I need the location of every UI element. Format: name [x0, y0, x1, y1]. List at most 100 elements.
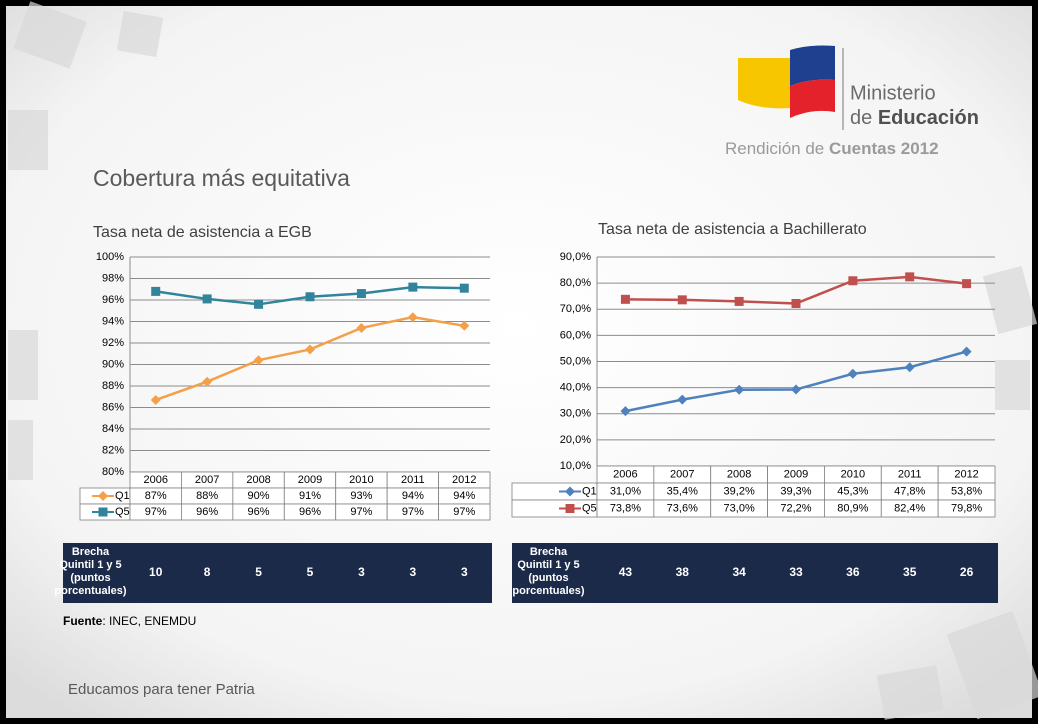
y-tick-label: 30,0%: [560, 408, 591, 420]
point: [407, 312, 418, 323]
point: [150, 394, 161, 405]
point: [791, 299, 801, 309]
y-tick-label: 86%: [102, 401, 124, 413]
table-cell: [937, 499, 996, 518]
y-tick-label: 88%: [102, 380, 124, 392]
y-tick-label: 94%: [102, 315, 124, 327]
point: [253, 355, 264, 366]
x-tick-label: 2007: [670, 468, 694, 480]
y-tick-label: 80%: [102, 466, 124, 478]
y-tick-label: 80,0%: [560, 277, 591, 289]
point: [961, 346, 972, 357]
y-tick-label: 100%: [96, 251, 124, 263]
value-label: 87%: [145, 490, 167, 502]
gap-label: Brecha: [72, 546, 110, 558]
point: [459, 283, 469, 293]
y-tick-label: 96%: [102, 294, 124, 306]
point: [202, 376, 213, 387]
y-tick-label: 40,0%: [560, 382, 591, 394]
y-tick-label: 70,0%: [560, 303, 591, 315]
y-tick-label: 82%: [102, 444, 124, 456]
decoration: [8, 1, 1038, 720]
value-label: 90%: [248, 490, 270, 502]
legend-label: Q1: [115, 490, 130, 502]
value-label: 80,9%: [837, 502, 868, 514]
value-label: 96%: [299, 506, 321, 518]
x-tick-label: 2011: [898, 468, 922, 480]
gap-value: 8: [204, 565, 211, 579]
point: [734, 296, 744, 306]
point: [791, 384, 801, 395]
x-tick-label: 2009: [298, 474, 322, 486]
ministry-name: de Educación: [850, 107, 979, 129]
x-tick-label: 2008: [246, 474, 270, 486]
value-label: 45,3%: [837, 485, 868, 497]
value-label: 97%: [145, 506, 167, 518]
gap-bar: [512, 543, 998, 603]
gap-value: 33: [789, 565, 803, 579]
chart-title: Tasa neta de asistencia a EGB: [93, 224, 312, 241]
value-label: 35,4%: [667, 485, 698, 497]
value-label: 93%: [350, 490, 372, 502]
y-tick-label: 50,0%: [560, 355, 591, 367]
y-tick-label: 98%: [102, 272, 124, 284]
gap-bar: [63, 543, 492, 603]
report: Rendición de Cuentas 2012: [725, 139, 939, 158]
ministry: Ministerio: [850, 82, 936, 104]
ministry-de: de: [850, 107, 878, 129]
gap-value: 3: [410, 565, 417, 579]
gap-value: 34: [732, 565, 746, 579]
point: [847, 368, 858, 379]
value-label: 94%: [402, 490, 424, 502]
gap-label: (puntos: [70, 572, 110, 584]
value-label: 31,0%: [610, 485, 641, 497]
gap-label: (puntos: [528, 572, 568, 584]
value-label: 72,2%: [780, 502, 811, 514]
point: [356, 322, 367, 333]
point: [620, 294, 630, 304]
y-tick-label: 60,0%: [560, 329, 591, 341]
y-tick-label: 90,0%: [560, 251, 591, 263]
legend-label: Q1: [582, 485, 597, 497]
point: [254, 299, 264, 309]
gap-value: 38: [676, 565, 690, 579]
gap-value: 26: [960, 565, 974, 579]
gap-value: 3: [461, 565, 468, 579]
value-label: 91%: [299, 490, 321, 502]
source: Fuente: INEC, ENEMDU: [63, 614, 196, 628]
gap-value: 36: [846, 565, 860, 579]
gap-label: porcentuales): [512, 585, 584, 597]
point: [620, 406, 631, 417]
value-label: 97%: [453, 506, 475, 518]
value-label: 39,3%: [780, 485, 811, 497]
value-label: 82,4%: [894, 502, 925, 514]
point: [408, 282, 418, 292]
gap-value: 3: [358, 565, 365, 579]
point: [848, 276, 858, 286]
x-tick-label: 2006: [613, 468, 637, 480]
value-label: 39,2%: [724, 485, 755, 497]
gap-value: 10: [149, 565, 163, 579]
point: [305, 344, 315, 355]
source-label: Fuente: [63, 614, 103, 628]
value-label: 73,0%: [724, 502, 755, 514]
chart-title: Tasa neta de asistencia a Bachillerato: [598, 221, 867, 238]
y-tick-label: 20,0%: [560, 434, 591, 446]
gap-value: 5: [255, 565, 262, 579]
y-tick-label: 84%: [102, 423, 124, 435]
gap-value: 43: [619, 565, 633, 579]
gap-value: 5: [307, 565, 314, 579]
point: [962, 279, 972, 289]
point: [151, 286, 161, 296]
gap-value: 35: [903, 565, 917, 579]
report-a: Rendición de: [725, 139, 829, 158]
slide-title: Cobertura más equitativa: [93, 165, 350, 191]
value-label: 96%: [196, 506, 218, 518]
x-tick-label: 2006: [143, 474, 167, 486]
point: [677, 295, 687, 305]
value-label: 73,8%: [610, 502, 641, 514]
value-label: 79,8%: [951, 502, 982, 514]
x-tick-label: 2012: [954, 468, 978, 480]
point: [356, 289, 366, 299]
